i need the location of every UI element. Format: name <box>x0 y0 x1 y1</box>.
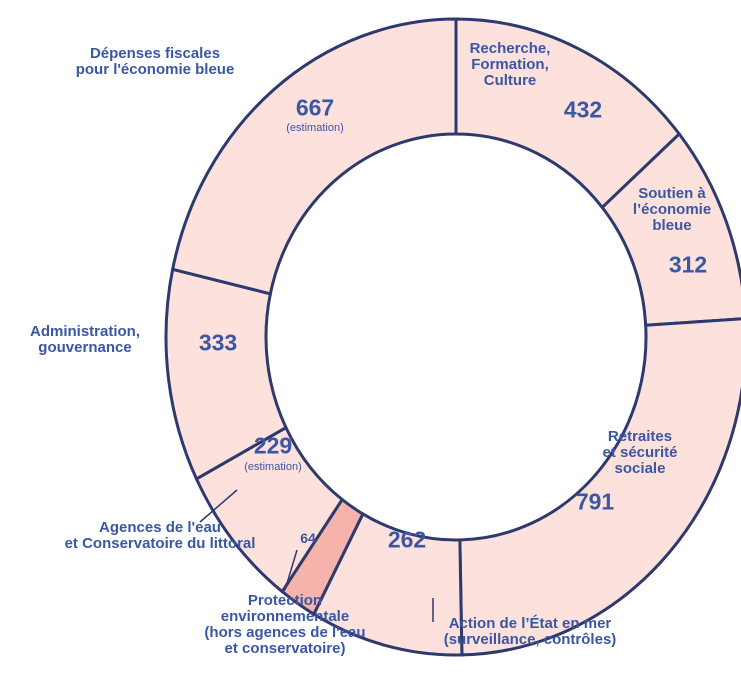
category-label: Dépenses fiscales pour l'économie bleue <box>75 45 235 78</box>
value-label: 333 <box>198 329 238 356</box>
slice <box>600 131 741 327</box>
value-label: 262 <box>387 526 427 553</box>
value-label: 667 <box>295 94 335 121</box>
category-label: Protection environnementale (hors agence… <box>204 592 366 657</box>
value-note: (estimation) <box>286 122 344 134</box>
category-label: Recherche, Formation, Culture <box>469 40 551 89</box>
value-label: 64 <box>300 530 316 546</box>
value-note: (estimation) <box>244 461 302 473</box>
value-label: 229 <box>253 432 293 459</box>
category-label: Action de l’État en mer (surveillance, c… <box>443 615 617 648</box>
slice <box>458 317 741 657</box>
leader-line <box>284 549 298 591</box>
value-label: 791 <box>575 488 615 515</box>
value-label: 312 <box>668 251 708 278</box>
slice <box>170 17 458 296</box>
category-label: Administration, gouvernance <box>29 323 141 356</box>
category-label: Retraites et sécurité sociale <box>602 428 678 477</box>
value-label: 432 <box>563 96 603 123</box>
category-label: Agences de l'eau et Conservatoire du lit… <box>64 519 256 552</box>
leader-line <box>199 489 238 523</box>
category-label: Soutien à l’économie bleue <box>632 185 712 234</box>
